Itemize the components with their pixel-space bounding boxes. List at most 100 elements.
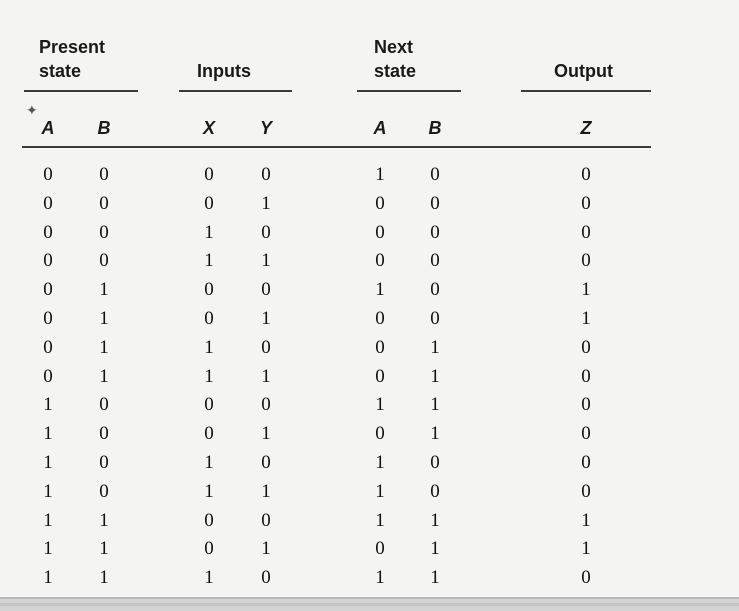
col-present-a-cell: 0 — [43, 193, 53, 214]
col-present-b-cell: 1 — [99, 337, 109, 358]
col-present-a-cell: 1 — [43, 538, 53, 559]
next-state-header-line2: state — [374, 61, 417, 81]
col-next-a-cell: 0 — [375, 308, 385, 329]
col-output-z-cell: 0 — [581, 394, 591, 415]
inputs-header: Inputs — [197, 61, 251, 81]
col-input-y-cell: 0 — [261, 567, 271, 588]
col-input-x-cell: 0 — [204, 193, 214, 214]
col-present-b-cell: 1 — [99, 538, 109, 559]
col-input-x-cell: 0 — [204, 308, 214, 329]
col-present-a-cell: 1 — [43, 481, 53, 502]
col-present-b-cell: 0 — [99, 250, 109, 271]
col-next-b-header: B — [428, 118, 442, 138]
col-output-z-cell: 0 — [581, 366, 591, 387]
col-input-y-cell: 0 — [261, 452, 271, 473]
output-header: Output — [554, 61, 613, 81]
col-next-b-cell: 0 — [430, 164, 440, 185]
mouse-cursor-icon: ✦ — [26, 103, 38, 119]
col-present-a-header: A — [41, 118, 55, 138]
col-output-z-header: Z — [580, 118, 592, 138]
col-next-b-cell: 0 — [430, 193, 440, 214]
col-next-a-cell: 0 — [375, 366, 385, 387]
col-next-b-cell: 0 — [430, 279, 440, 300]
col-present-a-cell: 1 — [43, 452, 53, 473]
col-present-a-cell: 1 — [43, 510, 53, 531]
col-input-y-cell: 0 — [261, 222, 271, 243]
col-input-x-cell: 1 — [204, 250, 214, 271]
col-next-a-cell: 0 — [375, 337, 385, 358]
output-rule — [521, 90, 651, 92]
col-next-a-cell: 1 — [375, 481, 385, 502]
col-next-b-cell: 0 — [430, 222, 440, 243]
inputs-rule — [179, 90, 292, 92]
col-next-b-cell: 0 — [430, 250, 440, 271]
col-present-a-cell: 0 — [43, 279, 53, 300]
col-output-z-cell: 0 — [581, 222, 591, 243]
col-next-a-cell: 0 — [375, 538, 385, 559]
col-output-z-cell: 0 — [581, 481, 591, 502]
col-present-b-cell: 0 — [99, 222, 109, 243]
col-output-z-cell: 0 — [581, 164, 591, 185]
col-present-a-cell: 0 — [43, 308, 53, 329]
col-present-b-cell: 1 — [99, 567, 109, 588]
col-next-a-cell: 0 — [375, 193, 385, 214]
col-next-a-header: A — [373, 118, 387, 138]
col-input-x-cell: 0 — [204, 164, 214, 185]
col-present-a-cell: 0 — [43, 222, 53, 243]
col-next-a-cell: 1 — [375, 164, 385, 185]
col-input-x-header: X — [202, 118, 215, 138]
col-output-z-cell: 1 — [581, 308, 591, 329]
col-input-y-cell: 1 — [261, 481, 271, 502]
col-input-y-cell: 0 — [261, 337, 271, 358]
next-state-rule — [357, 90, 461, 92]
col-next-a-cell: 1 — [375, 394, 385, 415]
col-next-a-cell: 1 — [375, 452, 385, 473]
col-next-b-cell: 1 — [430, 423, 440, 444]
col-present-b-cell: 1 — [99, 279, 109, 300]
col-next-a-cell: 1 — [375, 510, 385, 531]
col-input-y-cell: 0 — [261, 164, 271, 185]
col-next-b-cell: 1 — [430, 567, 440, 588]
col-input-x-cell: 0 — [204, 279, 214, 300]
col-input-x-cell: 1 — [204, 222, 214, 243]
col-output-z-cell: 1 — [581, 510, 591, 531]
bottom-scrollbar[interactable] — [0, 597, 739, 611]
col-input-y-cell: 1 — [261, 366, 271, 387]
col-present-a-cell: 0 — [43, 250, 53, 271]
present-state-rule — [24, 90, 138, 92]
next-state-header-line1: Next — [374, 37, 414, 57]
col-next-b-cell: 1 — [430, 538, 440, 559]
col-input-y-cell: 1 — [261, 538, 271, 559]
col-next-b-cell: 1 — [430, 510, 440, 531]
col-input-x-cell: 1 — [204, 481, 214, 502]
col-input-x-cell: 1 — [204, 366, 214, 387]
col-present-b-cell: 1 — [99, 366, 109, 387]
col-present-a-cell: 1 — [43, 423, 53, 444]
col-input-x-cell: 0 — [204, 510, 214, 531]
col-input-x-cell: 0 — [204, 423, 214, 444]
col-next-b-cell: 0 — [430, 308, 440, 329]
col-present-a-cell: 0 — [43, 337, 53, 358]
col-present-b-cell: 0 — [99, 452, 109, 473]
col-output-z-cell: 0 — [581, 423, 591, 444]
col-input-y-cell: 1 — [261, 250, 271, 271]
col-present-b-cell: 0 — [99, 481, 109, 502]
scrollbar-track — [0, 603, 739, 606]
col-output-z-cell: 1 — [581, 279, 591, 300]
col-input-y-cell: 0 — [261, 510, 271, 531]
col-next-b-cell: 0 — [430, 452, 440, 473]
col-input-x-cell: 1 — [204, 567, 214, 588]
col-input-x-cell: 1 — [204, 452, 214, 473]
col-next-b-cell: 0 — [430, 481, 440, 502]
col-input-y-cell: 1 — [261, 308, 271, 329]
present-state-header-line1: Present — [39, 37, 106, 57]
col-present-a-cell: 0 — [43, 366, 53, 387]
col-present-a-cell: 1 — [43, 394, 53, 415]
col-next-a-cell: 1 — [375, 279, 385, 300]
col-next-a-cell: 0 — [375, 250, 385, 271]
col-present-b-cell: 0 — [99, 423, 109, 444]
col-present-b-cell: 1 — [99, 308, 109, 329]
present-state-header-line2: state — [39, 61, 82, 81]
col-input-y-cell: 1 — [261, 423, 271, 444]
col-present-a-cell: 1 — [43, 567, 53, 588]
